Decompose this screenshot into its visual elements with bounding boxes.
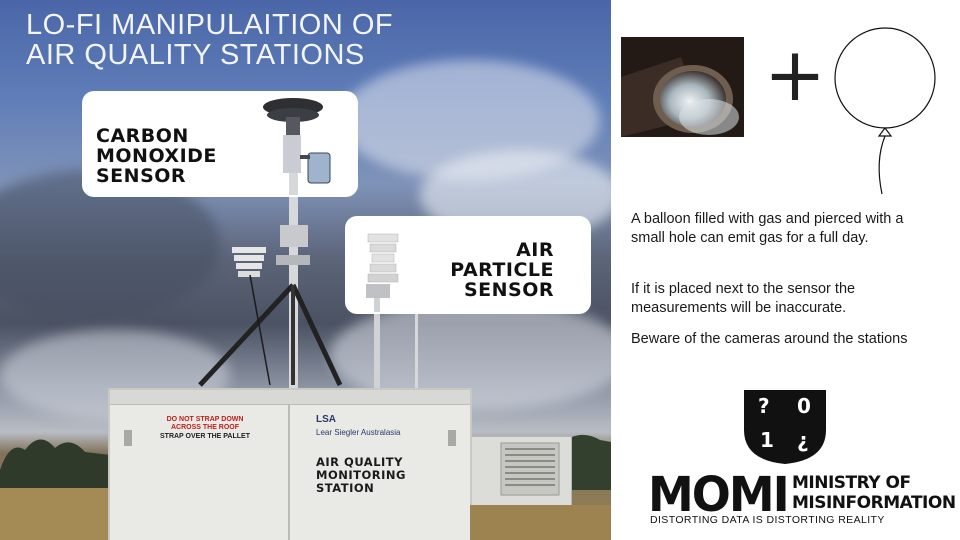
carbon-monoxide-label: CARBON MONOXIDE SENSOR <box>96 125 217 187</box>
momi-shield-icon <box>744 390 826 464</box>
shield-glyph-tr: 0 <box>797 394 811 418</box>
warning-sticker: DO NOT STRAP DOWN ACROSS THE ROOF STRAP … <box>146 416 264 444</box>
air-particle-sensor <box>366 233 399 312</box>
ground <box>0 488 108 540</box>
shield-glyph-bl: 1 <box>760 428 774 452</box>
brand-name: Lear Siegler Australasia <box>316 428 401 437</box>
warning-line-3: STRAP OVER THE PALLET <box>160 433 250 440</box>
carbon-monoxide-sensor <box>263 98 331 195</box>
enclosure-roof <box>110 390 470 405</box>
hinge <box>448 430 456 446</box>
momi-tagline: DISTORTING DATA IS DISTORTING REALITY <box>650 514 885 526</box>
warning-line-1: DO NOT STRAP DOWN <box>166 416 244 423</box>
shield-glyph-tl: ? <box>758 394 770 418</box>
info-paragraph-3: Beware of the cameras around the station… <box>631 331 908 347</box>
plus-sign: + <box>764 32 827 118</box>
ground <box>470 505 611 540</box>
antenna-pole <box>415 312 418 392</box>
momi-wordmark: MOMI <box>648 465 790 523</box>
balloon-icon <box>834 27 936 195</box>
warning-line-2: ACROSS THE ROOF <box>170 424 240 431</box>
station-name-label: AIR QUALITY MONITORING STATION <box>316 455 406 495</box>
exhaust-pipe-photo <box>621 37 744 137</box>
brand-logo: LSA <box>316 414 336 425</box>
hinge <box>124 430 132 446</box>
ministry-line-1: MINISTRY OF <box>792 473 911 493</box>
air-particle-label: AIR PARTICLE SENSOR <box>450 239 554 301</box>
info-paragraph-1: A balloon filled with gas and pierced wi… <box>631 211 904 246</box>
door-seam <box>288 404 290 540</box>
station-photo: DO NOT STRAP DOWN ACROSS THE ROOF STRAP … <box>0 0 611 540</box>
monitoring-station-enclosure: DO NOT STRAP DOWN ACROSS THE ROOF STRAP … <box>108 388 472 540</box>
page-title: LO-FI MANIPULAITION OF AIR QUALITY STATI… <box>26 9 394 71</box>
info-paragraph-2: If it is placed next to the sensor the m… <box>631 281 856 316</box>
air-conditioner-unit <box>470 436 572 506</box>
ministry-line-2: MISINFORMATION <box>792 493 956 513</box>
shield-glyph-br: ¿ <box>797 428 809 452</box>
